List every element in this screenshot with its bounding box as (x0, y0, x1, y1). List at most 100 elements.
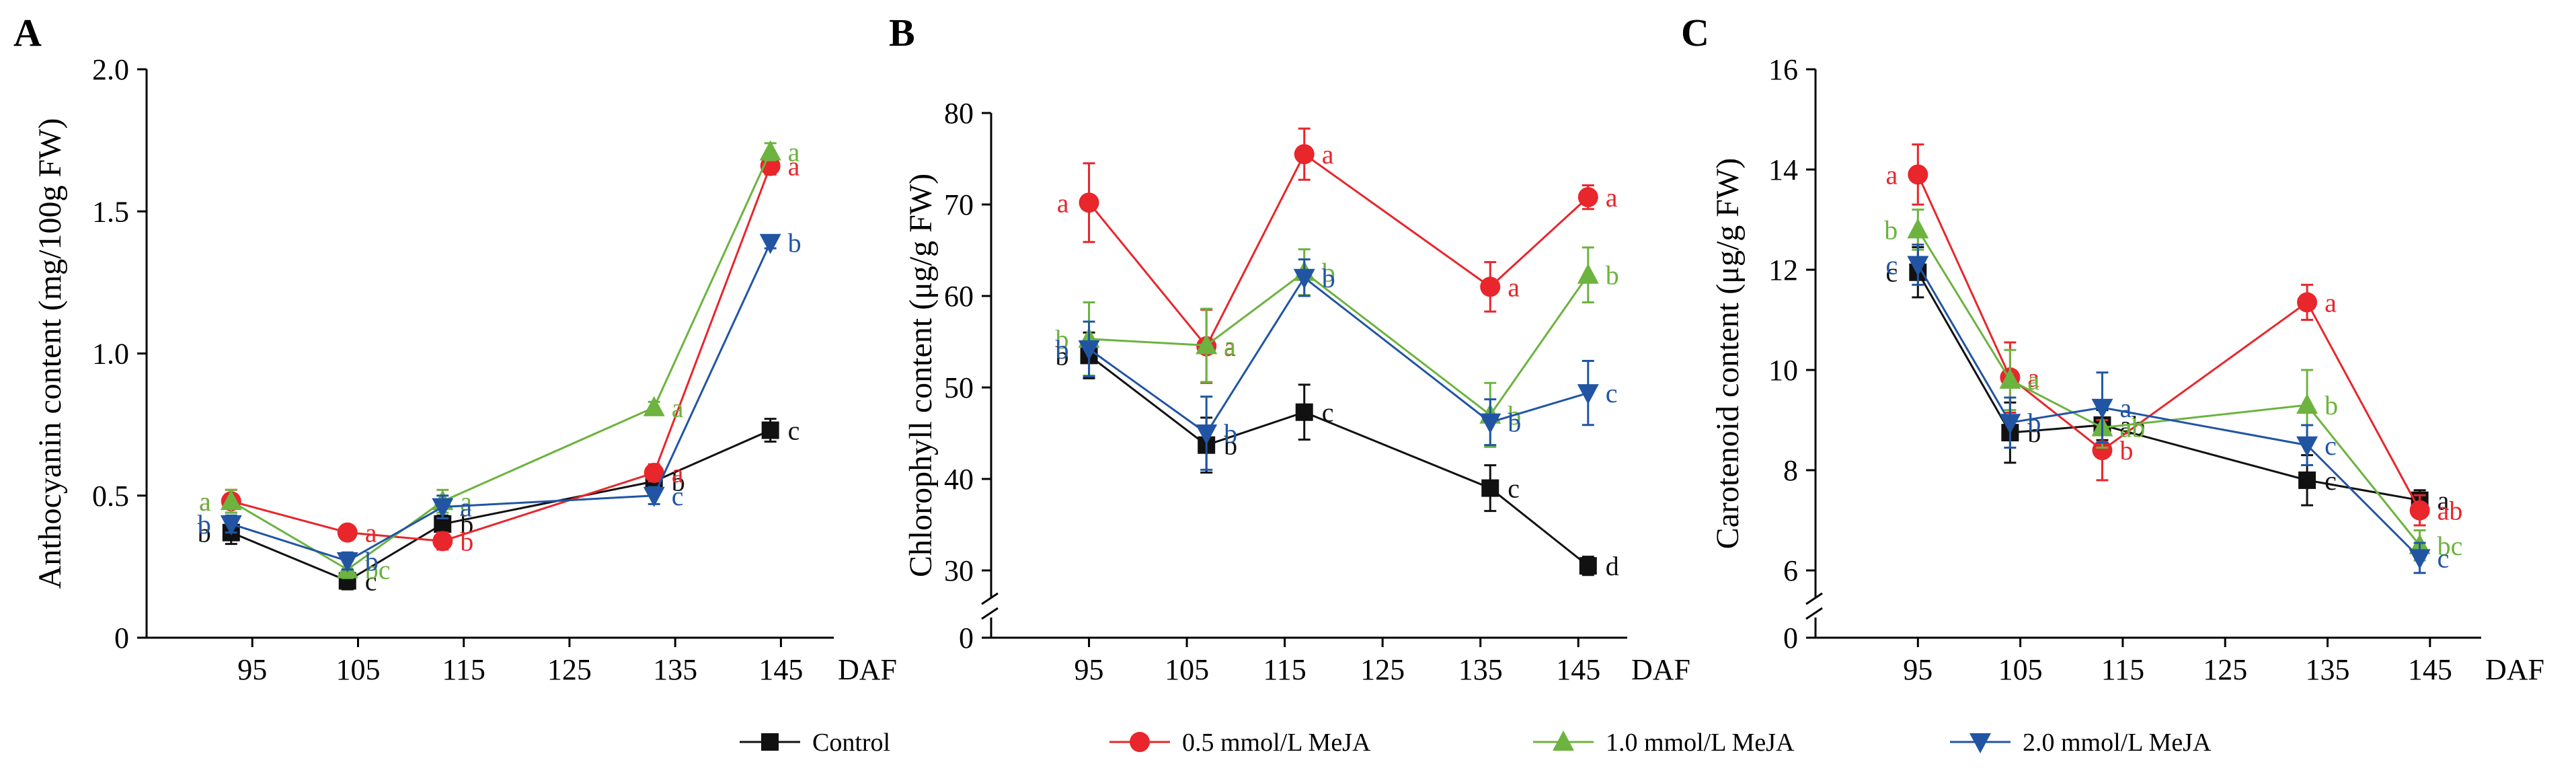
panel-letter-a: A (13, 11, 42, 54)
legend: Control 0.5 mmol/L MeJA 1.0 mmol/L MeJA 2.0… (740, 729, 2212, 757)
significance-label: a (1886, 159, 1898, 190)
legend-marker (1553, 731, 1574, 751)
significance-label: a (199, 486, 211, 517)
significance-label: b (1056, 340, 1069, 371)
legend-label: 2.0 mmol/L MeJA (2023, 729, 2212, 757)
x-tick-label: 95 (1075, 653, 1104, 686)
significance-label: a (1322, 139, 1334, 170)
significance-label: a (788, 151, 800, 182)
series-line (1088, 152, 1589, 348)
data-point (220, 490, 242, 511)
data-point (643, 486, 665, 507)
significance-label: bc (365, 555, 391, 585)
series-line (1916, 174, 2421, 511)
legend-marker (761, 733, 779, 751)
x-tick-label: 95 (1903, 653, 1933, 686)
data-point (1999, 368, 2021, 389)
legend-marker (1130, 732, 1150, 752)
x-tick-label: 125 (1360, 653, 1405, 686)
data-point (2298, 471, 2316, 489)
significance-label: b (2325, 390, 2338, 420)
significance-label: c (672, 481, 684, 511)
data-point (1577, 187, 1598, 208)
significance-label: bc (2437, 531, 2463, 561)
data-point (2296, 394, 2318, 414)
data-point (220, 515, 242, 535)
x-tick-label: 125 (2203, 653, 2247, 686)
significance-label: c (1508, 474, 1520, 504)
y-tick-label: 0 (1783, 622, 1798, 655)
significance-label: a (2027, 365, 2039, 396)
data-point (2296, 436, 2318, 457)
significance-label: b (460, 526, 473, 556)
series-0-5-mmol-l-meja: aa baa (199, 151, 800, 557)
y-tick-label: 40 (944, 463, 974, 496)
significance-label: a (2325, 287, 2337, 318)
significance-label: a (1057, 188, 1069, 218)
significance-label: b (198, 518, 211, 548)
significance-label: b (1508, 408, 1521, 438)
significance-label: a (672, 458, 684, 488)
x-axis-label: DAF (838, 653, 897, 686)
significance-label: a (1606, 182, 1618, 213)
data-point (1479, 413, 1501, 434)
x-tick-label: 135 (1458, 653, 1503, 686)
data-point (1579, 557, 1597, 575)
y-axis-label: Anthocyanin content (mg/100g FW) (32, 118, 68, 589)
x-tick-label: 105 (336, 653, 380, 686)
significance-label: b (1884, 215, 1898, 245)
panel-letter-c: C (1681, 11, 1709, 54)
significance-label: b (1056, 324, 1069, 355)
y-tick-label: 1.0 (92, 338, 129, 371)
significance-label: b (1056, 334, 1069, 365)
data-point (761, 421, 779, 439)
y-tick-label: 16 (1768, 53, 1798, 86)
data-point (2092, 440, 2113, 461)
y-tick-label: 6 (1783, 554, 1798, 587)
significance-label: b (672, 467, 685, 497)
significance-label: c (2325, 431, 2337, 461)
legend-label: 1.0 mmol/L MeJA (1606, 729, 1795, 757)
significance-label: a (460, 486, 472, 517)
y-tick-label: 0 (114, 622, 129, 655)
significance-label: b (1224, 418, 1237, 449)
significance-label: b (1322, 263, 1335, 293)
y-axis-label: Carotenoid content (μg/g FW) (1710, 158, 1746, 550)
chart-panel-c: C Carotenoid content (μg/g FW) 0 6 8 10 12 14 16… (1681, 11, 2544, 686)
y-tick-label: 0.5 (92, 480, 129, 513)
significance-label: c (788, 416, 800, 446)
significance-label: a (199, 486, 211, 517)
x-tick-label: 135 (653, 653, 697, 686)
series-0-5-mmol-l-meja: a a a a a (1057, 127, 1618, 384)
significance-label: b (2027, 418, 2041, 448)
series-line (1917, 264, 2421, 559)
significance-label: c (1606, 378, 1618, 408)
legend-item-control: Control (740, 729, 890, 757)
significance-label: a (788, 137, 800, 167)
data-point (1078, 340, 1100, 361)
significance-label: b (365, 546, 379, 576)
significance-label: b (1606, 260, 1619, 291)
significance-label: ab (2437, 496, 2463, 526)
y-tick-label: 80 (944, 97, 974, 130)
x-axis-label: DAF (2485, 653, 2544, 686)
data-point (1079, 192, 1099, 213)
axis-break-mark (981, 592, 999, 620)
significance-label: a (1224, 330, 1236, 361)
x-tick-label: 105 (1165, 653, 1209, 686)
series-line (1917, 271, 2420, 502)
y-tick-label: 30 (944, 554, 974, 587)
legend-item-2-0-mmol-l-meja: 2.0 mmol/L MeJA (1950, 729, 2212, 757)
y-tick-label: 0 (959, 622, 974, 655)
data-point (1196, 334, 1218, 355)
data-point (1294, 144, 1315, 165)
data-point (1907, 256, 1929, 276)
x-tick-label: 115 (1263, 653, 1306, 686)
significance-label: b (198, 509, 211, 539)
series-line (231, 151, 772, 571)
x-tick-label: 145 (2408, 653, 2452, 686)
